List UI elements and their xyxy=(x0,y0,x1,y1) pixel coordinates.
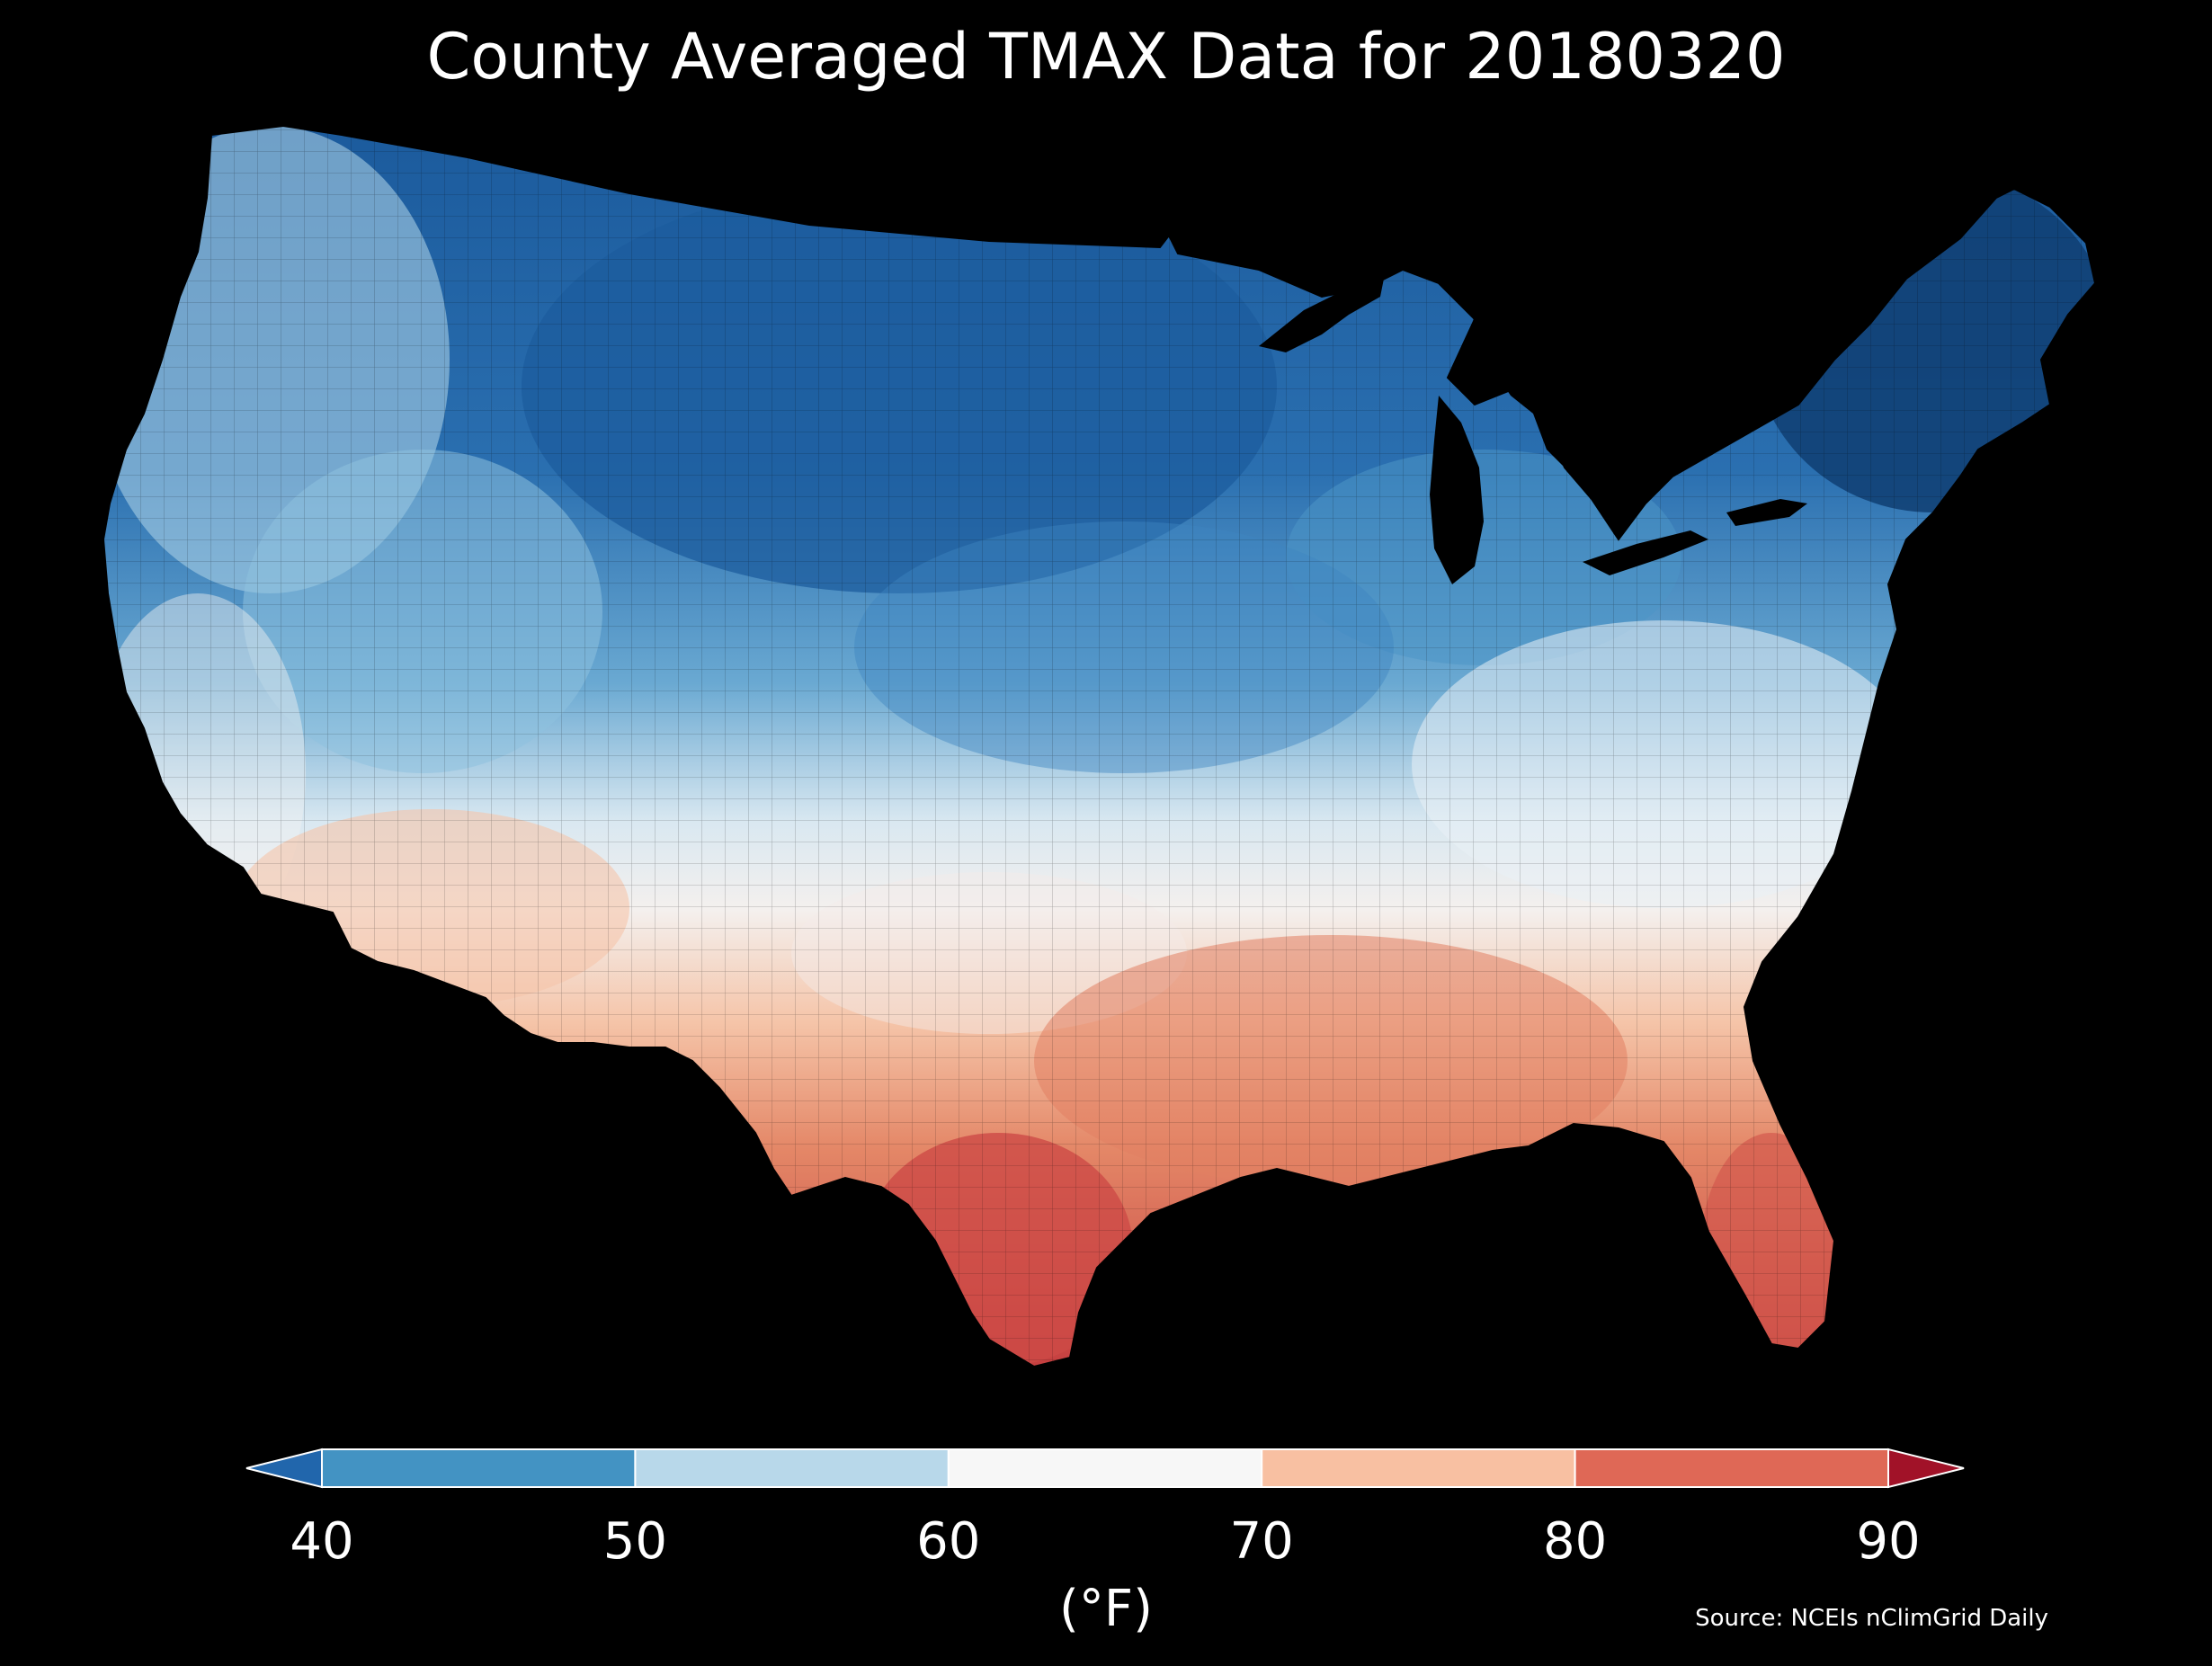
source-label: Source: NCEIs nClimGrid Daily xyxy=(1695,1605,2048,1632)
colorbar-tick-label: 40 xyxy=(290,1512,354,1571)
colorbar-bin-1 xyxy=(321,1448,637,1488)
lake-superior xyxy=(1259,274,1385,352)
colorbar-bin-5 xyxy=(1574,1448,1889,1488)
colorbar-frame xyxy=(321,1448,1889,1488)
map-title: County Averaged TMAX Data for 20180320 xyxy=(426,20,1786,94)
colorbar-bin-0 xyxy=(245,1448,323,1489)
lake-michigan xyxy=(1430,396,1484,584)
lake-huron xyxy=(1493,360,1574,468)
colorbar-tick-label: 50 xyxy=(602,1512,668,1571)
lake-ontario xyxy=(1726,499,1807,526)
colorbar-bin-4 xyxy=(1261,1448,1576,1488)
colorbar-bin-2 xyxy=(634,1448,950,1488)
lake-erie xyxy=(1583,530,1708,575)
colorbar-bin-6 xyxy=(1887,1448,1965,1489)
colorbar-tick-label: 60 xyxy=(916,1512,981,1571)
great-lakes xyxy=(1259,274,1807,584)
colorbar-unit-label: (°F) xyxy=(1059,1580,1153,1638)
colorbar-tick-label: 80 xyxy=(1542,1512,1608,1571)
colorbar-tick-label: 90 xyxy=(1856,1512,1921,1571)
colorbar-tick-label: 70 xyxy=(1229,1512,1294,1571)
colorbar-bin-3 xyxy=(947,1448,1263,1488)
colorbar-bins xyxy=(245,1448,1965,1489)
